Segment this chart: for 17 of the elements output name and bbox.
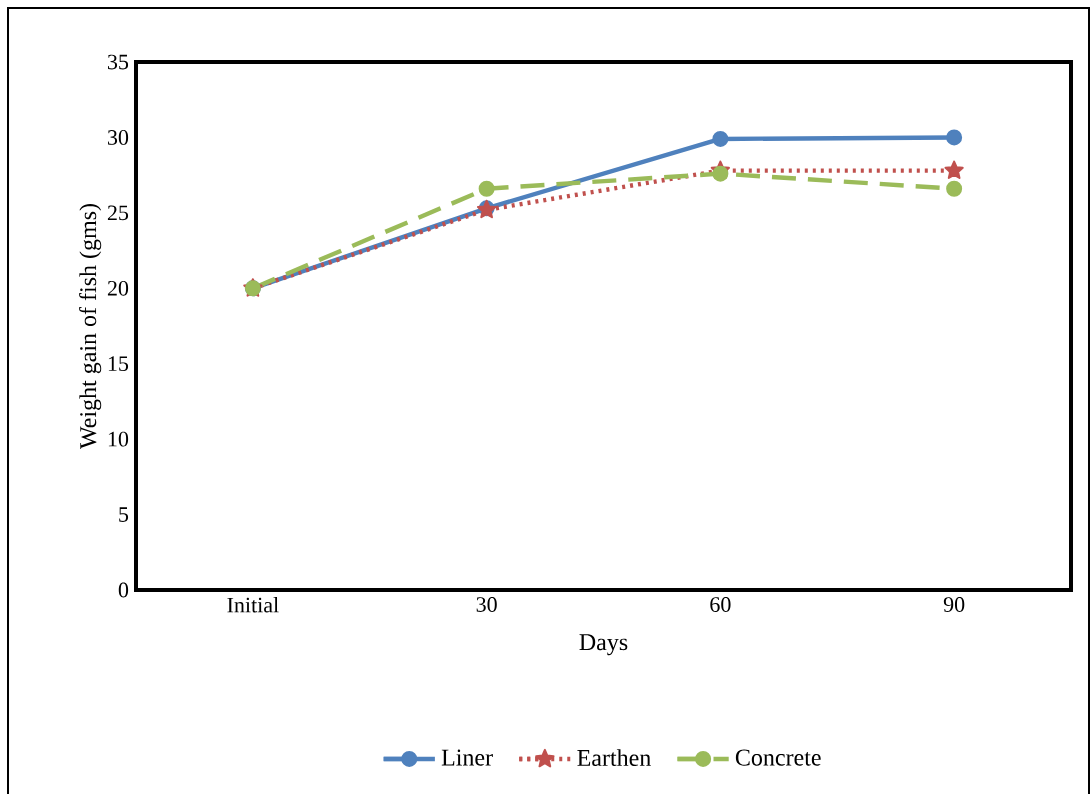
y-axis-title: Weight gain of fish (gms) bbox=[79, 204, 102, 449]
y-tick-label: 25 bbox=[107, 205, 129, 221]
legend-label: Liner bbox=[441, 749, 493, 766]
x-tick-label: 90 bbox=[943, 597, 965, 612]
y-tick-label: 0 bbox=[118, 582, 129, 598]
y-tick-label: 30 bbox=[108, 130, 129, 145]
x-tick-label: 30 bbox=[476, 597, 497, 612]
x-tick-label: 60 bbox=[710, 597, 731, 612]
y-tick-label: 35 bbox=[108, 54, 129, 70]
legend-label: Concrete bbox=[735, 749, 821, 766]
y-tick-label: 15 bbox=[108, 356, 129, 372]
y-tick-label: 20 bbox=[107, 280, 129, 296]
x-axis-title: Days bbox=[579, 634, 628, 656]
legend-label: Earthen bbox=[577, 749, 651, 767]
y-tick-label: 10 bbox=[108, 431, 129, 447]
y-tick-label: 5 bbox=[119, 507, 129, 522]
x-tick-label: Initial bbox=[227, 597, 279, 613]
